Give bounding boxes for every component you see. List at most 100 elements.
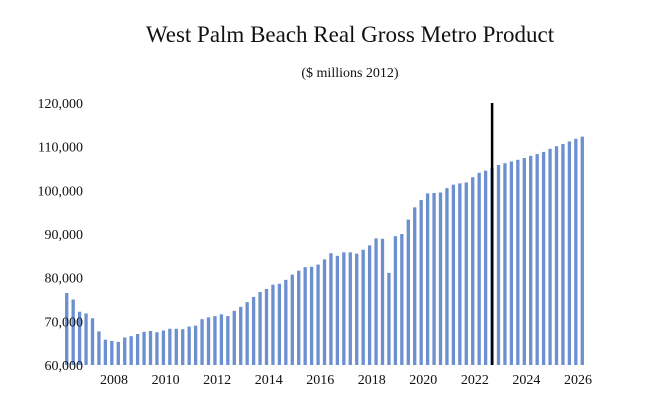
x-tick-label: 2016 bbox=[306, 373, 334, 388]
bar bbox=[148, 330, 153, 365]
bar bbox=[297, 270, 301, 365]
bar bbox=[251, 296, 256, 365]
bar bbox=[226, 316, 230, 365]
bar bbox=[181, 329, 185, 365]
bar bbox=[193, 325, 198, 365]
bar bbox=[277, 283, 282, 365]
bar bbox=[284, 279, 288, 365]
bar bbox=[387, 272, 391, 365]
y-tick-label: 90,000 bbox=[45, 228, 84, 243]
bar bbox=[168, 328, 172, 365]
bar bbox=[161, 330, 166, 365]
x-tick-label: 2020 bbox=[409, 373, 437, 388]
bar bbox=[84, 313, 88, 365]
y-tick-label: 110,000 bbox=[38, 141, 83, 156]
bar bbox=[522, 158, 526, 365]
bar bbox=[123, 337, 127, 365]
bar bbox=[271, 284, 275, 365]
bar bbox=[232, 310, 236, 365]
bar bbox=[155, 332, 159, 365]
bar bbox=[380, 238, 385, 365]
bar bbox=[367, 245, 372, 365]
y-tick-label: 80,000 bbox=[45, 272, 84, 287]
bar bbox=[425, 193, 430, 365]
bar bbox=[574, 138, 578, 365]
x-tick-label: 2014 bbox=[255, 373, 283, 388]
bar bbox=[554, 146, 559, 365]
y-tick-label: 100,000 bbox=[38, 184, 84, 199]
bar bbox=[342, 252, 346, 365]
bar bbox=[142, 331, 146, 365]
bar bbox=[458, 183, 462, 365]
y-axis-ticks: 60,000 70,000 80,000 90,000 100,000 110,000 12… bbox=[38, 97, 84, 374]
bar bbox=[400, 234, 404, 365]
bar bbox=[483, 170, 488, 365]
bar bbox=[264, 289, 269, 365]
bar bbox=[406, 219, 410, 365]
bar bbox=[471, 177, 475, 365]
bar bbox=[393, 236, 398, 365]
x-tick-label: 2010 bbox=[152, 373, 180, 388]
bar bbox=[97, 331, 101, 365]
bar bbox=[419, 199, 423, 365]
bar bbox=[355, 253, 359, 365]
bar bbox=[129, 336, 133, 365]
bar bbox=[65, 292, 69, 365]
bar bbox=[77, 311, 82, 365]
chart-subtitle: ($ millions 2012) bbox=[301, 66, 399, 81]
bar bbox=[213, 316, 217, 365]
x-axis-ticks: 2008 2010 2012 2014 2016 2018 2020 2022 2024 2026 bbox=[100, 373, 592, 388]
bar bbox=[103, 339, 108, 365]
bar bbox=[116, 341, 120, 365]
bar bbox=[503, 163, 507, 365]
bar bbox=[432, 192, 436, 365]
bar bbox=[239, 306, 243, 365]
bar bbox=[309, 266, 314, 365]
chart-title: West Palm Beach Real Gross Metro Product bbox=[145, 22, 555, 47]
bar bbox=[71, 299, 75, 365]
x-tick-label: 2026 bbox=[564, 373, 592, 388]
bar bbox=[90, 318, 95, 365]
y-tick-label: 60,000 bbox=[45, 359, 84, 374]
x-tick-label: 2008 bbox=[100, 373, 128, 388]
bar-series bbox=[65, 136, 584, 365]
bar bbox=[258, 292, 262, 365]
bar bbox=[290, 274, 294, 365]
bar bbox=[361, 249, 365, 365]
bar bbox=[219, 314, 224, 365]
bar bbox=[200, 319, 204, 365]
x-tick-label: 2024 bbox=[512, 373, 540, 388]
bar bbox=[135, 334, 140, 365]
bar bbox=[413, 207, 417, 365]
bar bbox=[438, 192, 443, 365]
bar bbox=[374, 238, 378, 365]
bar bbox=[509, 161, 514, 365]
bar bbox=[348, 252, 352, 365]
bar bbox=[110, 340, 114, 365]
bar bbox=[245, 302, 249, 365]
bar bbox=[464, 182, 468, 365]
bar bbox=[322, 259, 327, 365]
bar bbox=[477, 172, 481, 365]
bar bbox=[516, 159, 520, 365]
bar bbox=[329, 253, 333, 365]
bar bbox=[303, 267, 307, 365]
x-tick-label: 2022 bbox=[461, 373, 489, 388]
bar bbox=[529, 155, 533, 365]
bar bbox=[174, 328, 178, 365]
x-tick-label: 2012 bbox=[203, 373, 231, 388]
bar bbox=[316, 264, 320, 365]
bar bbox=[206, 317, 211, 365]
bar bbox=[451, 184, 456, 365]
x-tick-label: 2018 bbox=[358, 373, 386, 388]
bar bbox=[567, 141, 572, 365]
bar bbox=[535, 154, 539, 365]
bar bbox=[548, 148, 552, 365]
bar bbox=[561, 144, 565, 365]
bar bbox=[187, 326, 191, 365]
bar bbox=[541, 151, 546, 365]
y-tick-label: 70,000 bbox=[45, 315, 84, 330]
bar bbox=[580, 136, 584, 365]
y-tick-label: 120,000 bbox=[38, 97, 84, 112]
